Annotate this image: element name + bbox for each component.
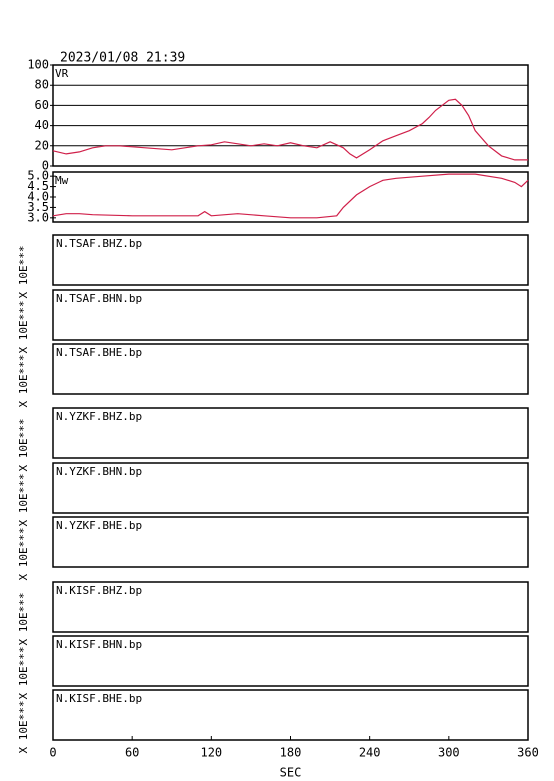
y-tick-label: 20 [35, 138, 49, 152]
x-tick-label: 180 [280, 746, 302, 760]
y-tick-label: 4.0 [27, 190, 49, 204]
panel-label: Mw [55, 174, 69, 187]
panel-frame [52, 171, 529, 223]
y-tick-label: 3.5 [27, 200, 49, 214]
panel-frame [52, 64, 529, 167]
y-axis-label: X 10E*** [17, 355, 30, 408]
y-tick-label: 4.5 [27, 179, 49, 193]
chart-title: 2023/01/08 21:39 [60, 51, 185, 66]
y-axis-label: X 10E*** [17, 301, 30, 354]
panel-frame [52, 289, 529, 341]
x-tick-label: 120 [200, 746, 222, 760]
panel-frame [52, 407, 529, 459]
y-tick-label: 80 [35, 78, 49, 92]
x-tick-label: 360 [517, 746, 539, 760]
trace-label: N.YZKF.BHZ.bp [56, 410, 142, 423]
y-tick-label: 5.0 [27, 169, 49, 183]
trace-label: N.KISF.BHN.bp [56, 638, 142, 651]
x-tick-label: 300 [438, 746, 460, 760]
y-axis-label: X 10E*** [17, 647, 30, 700]
panel-frame [52, 343, 529, 395]
y-axis-label: X 10E*** [17, 419, 30, 472]
panel-label: VR [55, 67, 69, 80]
y-axis-label: X 10E*** [17, 593, 30, 646]
y-tick-label: 3.0 [27, 210, 49, 224]
y-axis-label: X 10E*** [17, 701, 30, 754]
panel-frame [52, 635, 529, 687]
trace-label: N.YZKF.BHN.bp [56, 465, 142, 478]
y-axis-label: X 10E*** [17, 246, 30, 299]
y-tick-label: 0 [42, 159, 49, 173]
trace-label: N.TSAF.BHE.bp [56, 346, 142, 359]
panel-frame [52, 516, 529, 568]
data-line [52, 98, 528, 161]
panel-frame [52, 462, 529, 514]
trace-label: N.TSAF.BHN.bp [56, 292, 142, 305]
y-axis-label: X 10E*** [17, 528, 30, 581]
trace-label: N.YZKF.BHE.bp [56, 519, 142, 532]
data-line [52, 173, 529, 219]
y-axis-label: X 10E*** [17, 474, 30, 527]
trace-label: N.TSAF.BHZ.bp [56, 237, 142, 250]
x-tick-label: 60 [125, 746, 139, 760]
trace-label: N.KISF.BHZ.bp [56, 584, 142, 597]
y-tick-label: 40 [35, 118, 49, 132]
panel-frame [52, 581, 529, 633]
panel-frame [52, 234, 529, 286]
y-tick-label: 60 [35, 98, 49, 112]
x-tick-label: 240 [359, 746, 381, 760]
y-tick-label: 100 [27, 58, 49, 72]
x-tick-label: 0 [49, 746, 56, 760]
x-axis-label: SEC [280, 766, 302, 780]
trace-label: N.KISF.BHE.bp [56, 692, 142, 705]
